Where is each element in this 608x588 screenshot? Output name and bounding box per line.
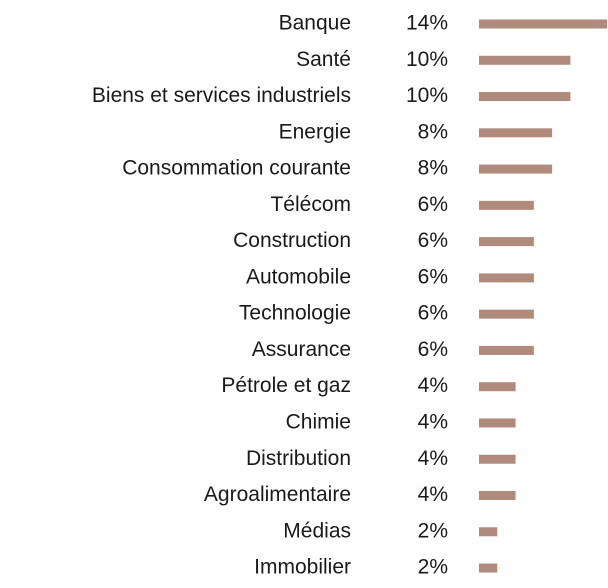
value-label: 2% (418, 556, 448, 579)
bar (479, 237, 534, 247)
value-label: 4% (418, 411, 448, 434)
bar (479, 527, 498, 537)
category-label: Technologie (239, 302, 351, 325)
bar (479, 563, 498, 573)
value-label: 14% (406, 12, 448, 35)
value-label: 6% (418, 193, 448, 216)
category-label: Automobile (246, 265, 351, 288)
value-label: 10% (406, 48, 448, 71)
value-label: 4% (418, 374, 448, 397)
category-label: Distribution (246, 447, 351, 470)
value-label: 8% (418, 120, 448, 143)
category-label: Santé (296, 48, 351, 71)
value-label: 10% (406, 84, 448, 107)
bar (479, 273, 534, 283)
bar (479, 128, 553, 138)
value-label: 8% (418, 157, 448, 180)
category-label: Télécom (270, 193, 351, 216)
category-label: Immobilier (254, 556, 351, 579)
bar (479, 418, 516, 428)
category-label: Pétrole et gaz (221, 374, 351, 397)
category-label: Construction (233, 229, 351, 252)
bar (479, 200, 534, 210)
value-label: 6% (418, 302, 448, 325)
value-label: 6% (418, 265, 448, 288)
bar (479, 55, 571, 65)
bar (479, 164, 553, 174)
value-label: 6% (418, 338, 448, 361)
bar (479, 491, 516, 501)
category-label: Médias (283, 519, 351, 542)
category-label: Assurance (252, 338, 351, 361)
category-label: Energie (279, 120, 351, 143)
value-label: 4% (418, 483, 448, 506)
bar (479, 345, 534, 355)
bar (479, 382, 516, 392)
category-label: Chimie (286, 411, 351, 434)
bar (479, 92, 571, 102)
value-label: 4% (418, 447, 448, 470)
category-label: Biens et services industriels (92, 84, 351, 107)
bar (479, 309, 534, 319)
value-label: 2% (418, 519, 448, 542)
category-label: Banque (279, 12, 351, 35)
bar (479, 19, 607, 29)
bar (479, 454, 516, 464)
category-label: Agroalimentaire (204, 483, 351, 506)
value-label: 6% (418, 229, 448, 252)
category-label: Consommation courante (122, 157, 351, 180)
